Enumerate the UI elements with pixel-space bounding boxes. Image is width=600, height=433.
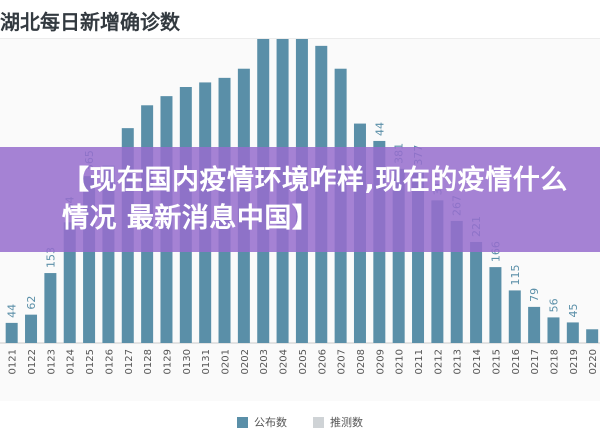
x-tick-label-0218: 0218: [549, 349, 560, 374]
x-tick-label-0131: 0131: [201, 349, 212, 374]
headline-banner: 【现在国内疫情环境咋样,现在的疫情什么情况 最新消息中国】: [0, 147, 600, 252]
x-tick-label-0128: 0128: [143, 349, 154, 374]
legend-label-published: 公布数: [254, 416, 287, 429]
x-tick-label-0207: 0207: [337, 349, 348, 374]
bar-0121[interactable]: [5, 322, 18, 343]
x-tick-label-0211: 0211: [414, 349, 425, 374]
x-tick-label-0219: 0219: [569, 349, 580, 374]
x-tick-label-0213: 0213: [453, 349, 464, 374]
chart-title: 湖北每日新增确诊数: [0, 10, 180, 34]
x-tick-label-0214: 0214: [472, 349, 483, 374]
legend-item-estimated[interactable]: 推测数: [313, 414, 363, 430]
bar-value-label-0218: 56: [547, 298, 560, 312]
bar-0220[interactable]: [586, 329, 599, 343]
x-tick-label-0121: 0121: [8, 349, 19, 374]
x-tick-label-0212: 0212: [433, 349, 444, 374]
x-tick-label-0216: 0216: [511, 349, 522, 374]
x-tick-label-0210: 0210: [395, 349, 406, 374]
x-tick-label-0202: 0202: [240, 349, 251, 374]
x-tick-label-0217: 0217: [530, 349, 541, 374]
x-tick-label-0215: 0215: [491, 349, 502, 374]
x-tick-label-0205: 0205: [298, 349, 309, 374]
x-tick-label-0125: 0125: [85, 349, 96, 374]
bar-value-label-0121: 44: [6, 304, 19, 318]
x-tick-label-0123: 0123: [46, 349, 57, 374]
x-tick-label-0122: 0122: [27, 349, 38, 374]
bar-0218[interactable]: [547, 317, 560, 343]
x-tick-label-0127: 0127: [124, 349, 135, 374]
bar-0214[interactable]: [470, 241, 483, 343]
bar-value-label-0219: 45: [567, 303, 580, 317]
bar-0219[interactable]: [566, 322, 579, 343]
legend-item-published[interactable]: 公布数: [237, 414, 287, 430]
chart-legend: 公布数 推测数: [0, 411, 600, 433]
bar-0217[interactable]: [528, 306, 541, 343]
bar-value-label-0209: 44: [373, 122, 386, 136]
x-tick-label-0130: 0130: [182, 349, 193, 374]
legend-label-estimated: 推测数: [330, 416, 363, 429]
legend-swatch-published: [237, 416, 248, 428]
x-tick-label-0126: 0126: [104, 349, 115, 374]
x-tick-label-0204: 0204: [279, 349, 290, 374]
bar-0216[interactable]: [508, 290, 521, 343]
bar-0215[interactable]: [489, 267, 502, 343]
bar-value-label-0122: 62: [25, 296, 38, 310]
bar-0124[interactable]: [63, 222, 76, 343]
x-tick-label-0220: 0220: [588, 349, 599, 374]
bar-value-label-0216: 115: [509, 264, 522, 285]
bar-0122[interactable]: [25, 314, 38, 343]
x-tick-label-0129: 0129: [162, 349, 173, 374]
bar-0123[interactable]: [44, 273, 57, 343]
x-tick-label-0124: 0124: [66, 349, 77, 374]
bar-value-label-0217: 79: [528, 288, 541, 302]
x-tick-label-0206: 0206: [317, 349, 328, 374]
x-tick-label-0209: 0209: [375, 349, 386, 374]
x-tick-label-0203: 0203: [259, 349, 270, 374]
x-tick-label-0201: 0201: [221, 349, 232, 374]
x-tick-label-0208: 0208: [356, 349, 367, 374]
legend-swatch-estimated: [313, 416, 324, 428]
headline-text: 【现在国内疫情环境咋样,现在的疫情什么情况 最新消息中国】: [62, 165, 568, 234]
bar-value-label-0123: 153: [44, 247, 57, 268]
